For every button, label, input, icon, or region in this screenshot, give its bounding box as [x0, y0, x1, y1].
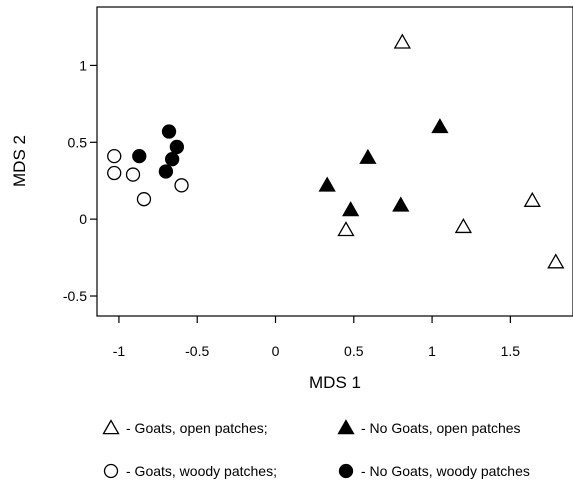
data-point — [136, 192, 152, 207]
data-point — [547, 253, 565, 269]
data-point — [318, 176, 336, 192]
legend-label: - Goats, woody patches; — [126, 463, 277, 479]
data-point — [523, 191, 541, 207]
data-point — [169, 139, 185, 155]
data-point — [431, 118, 449, 134]
y-tick-label: -0.5 — [63, 288, 87, 304]
x-tick-label: -0.5 — [185, 343, 209, 359]
y-tick-label: 0 — [79, 211, 87, 227]
x-tick-label: -1 — [113, 343, 126, 359]
data-point — [174, 178, 189, 193]
x-tick-label: 0 — [272, 343, 280, 359]
data-point — [454, 218, 473, 234]
data-point — [165, 152, 180, 167]
data-point — [107, 165, 122, 181]
x-axis: -1 -0.5 0 0.5 1 1.5 — [113, 316, 521, 359]
legend-label: - No Goats, open patches — [361, 420, 521, 436]
data-point — [158, 164, 174, 179]
data-point — [342, 201, 360, 217]
y-axis-title: MDS 2 — [10, 135, 29, 187]
x-tick-label: 1 — [428, 343, 436, 359]
y-tick-label: 0.5 — [68, 134, 88, 150]
legend-marker — [103, 463, 119, 479]
data-points — [107, 33, 565, 269]
y-tick-label: 1 — [79, 57, 87, 73]
data-point — [125, 167, 141, 182]
legend-marker — [337, 419, 355, 435]
legend-label: - Goats, open patches; — [126, 420, 268, 436]
data-point — [132, 148, 147, 164]
legend-marker — [102, 419, 120, 435]
data-point — [359, 148, 377, 164]
data-point — [392, 196, 410, 212]
data-point — [337, 221, 355, 237]
data-point — [107, 148, 122, 164]
plot-frame — [96, 6, 573, 317]
data-point — [161, 124, 177, 139]
legend-marker — [338, 463, 354, 479]
x-tick-label: 0.5 — [344, 343, 364, 359]
legend-label: - No Goats, woody patches — [361, 463, 530, 479]
x-axis-title: MDS 1 — [309, 373, 361, 392]
data-point — [393, 33, 411, 49]
x-tick-label: 1.5 — [501, 343, 521, 359]
y-axis: -0.5 0 0.5 1 — [63, 57, 97, 304]
legend: - Goats, open patches; - No Goats, open p… — [102, 419, 530, 479]
